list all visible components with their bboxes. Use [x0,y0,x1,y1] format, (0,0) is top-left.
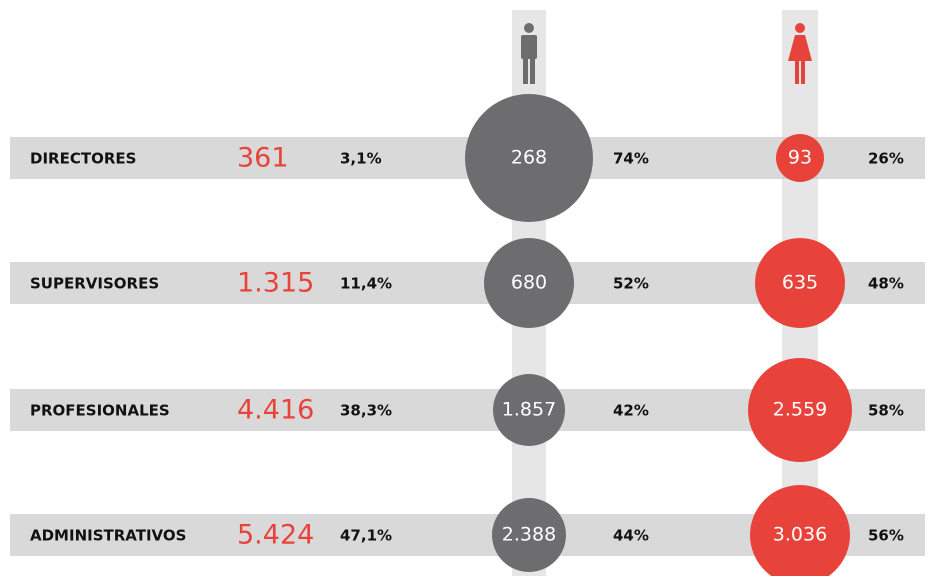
row-label: ADMINISTRATIVOS [30,527,186,545]
row-share: 3,1% [340,150,382,168]
men-pct: 52% [613,275,649,293]
row-share: 47,1% [340,527,392,545]
rows: DIRECTORES 361 3,1% 268 74% 93 26% SUPERVISORES… [10,94,925,576]
women-bubble [755,238,845,328]
women-pct: 26% [868,150,904,168]
men-pct: 42% [613,402,649,420]
men-pct: 44% [613,527,649,545]
row-total: 1.315 [237,268,314,299]
men-pct: 74% [613,150,649,168]
row-share: 38,3% [340,402,392,420]
man-icon [521,23,537,84]
women-count: 2.559 [773,399,827,421]
women-pct: 56% [868,527,904,545]
men-bubble [493,374,565,446]
women-count: 635 [782,272,818,294]
women-bubble [776,134,824,182]
men-count: 680 [511,272,547,294]
women-bubble [748,358,852,462]
men-count: 1.857 [502,399,556,421]
row-label: DIRECTORES [30,150,136,168]
men-bubble [484,238,574,328]
row-label: SUPERVISORES [30,275,159,293]
men-count: 2.388 [502,524,556,546]
men-bubble [465,94,593,222]
row-total: 5.424 [237,520,314,551]
row-label: PROFESIONALES [30,402,170,420]
men-count: 268 [511,147,547,169]
men-bubble [492,498,566,572]
women-pct: 58% [868,402,904,420]
woman-icon [788,23,812,84]
women-count: 93 [788,147,812,169]
women-count: 3.036 [773,524,827,546]
row-total: 361 [237,143,289,174]
row-total: 4.416 [237,395,314,426]
women-pct: 48% [868,275,904,293]
row-share: 11,4% [340,275,392,293]
women-bubble [750,485,850,576]
